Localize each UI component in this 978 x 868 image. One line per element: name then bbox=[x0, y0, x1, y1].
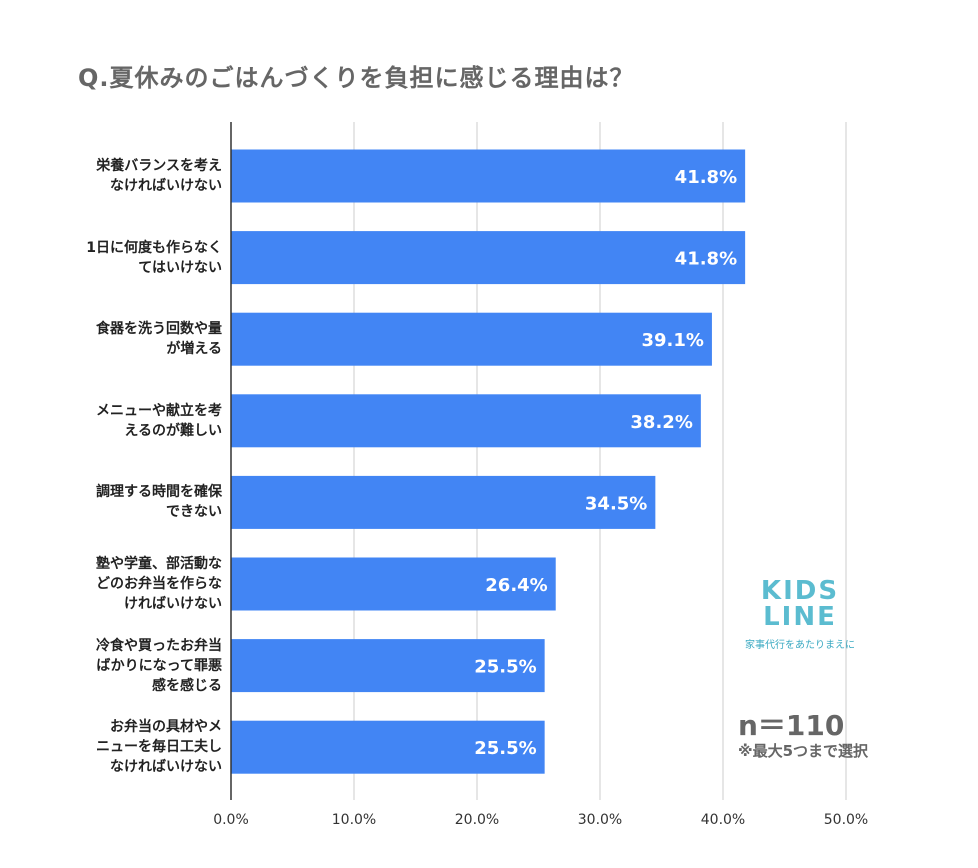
category-label-line: 栄養バランスを考え bbox=[96, 158, 222, 174]
x-tick-label: 10.0% bbox=[332, 812, 376, 828]
bar bbox=[231, 394, 701, 448]
category-label: メニューや献立を考えるのが難しい bbox=[42, 401, 222, 441]
category-label-line: 食器を洗う回数や量 bbox=[96, 321, 222, 338]
sample-size: n＝110 bbox=[738, 709, 845, 742]
bar bbox=[231, 312, 712, 366]
category-label-line: できない bbox=[166, 504, 222, 521]
data-label: 25.5% bbox=[474, 738, 536, 759]
category-label-line: 塾や学童、部活動な bbox=[96, 556, 222, 572]
category-label: 冷食や買ったお弁当 ばかりになって罪悪感を感じる bbox=[42, 636, 222, 696]
category-label: 1日に何度も作らなくてはいけない bbox=[42, 238, 222, 278]
x-tick-label: 40.0% bbox=[701, 812, 745, 828]
x-tick-label: 20.0% bbox=[455, 812, 499, 828]
chart-title: Q.夏休みのごはんづくりを負担に感じる理由は？ bbox=[78, 64, 635, 92]
kidsline-logo: KIDS LINE 家事代行をあたりまえに bbox=[730, 578, 870, 651]
category-label: 塾や学童、部活動な どのお弁当を作らなければいけない bbox=[42, 554, 222, 614]
data-label: 39.1% bbox=[641, 330, 703, 351]
category-label: お弁当の具材やメニューを毎日工夫しなければいけない bbox=[42, 717, 222, 777]
category-label-line: なければいけない bbox=[110, 178, 222, 194]
category-label: 調理する時間を確保できない bbox=[42, 482, 222, 522]
data-label: 38.2% bbox=[630, 412, 692, 433]
logo-tagline: 家事代行をあたりまえに bbox=[745, 640, 855, 651]
category-label-line: メニューや献立を考 bbox=[96, 402, 222, 419]
category-label: 食器を洗う回数や量が増える bbox=[42, 319, 222, 359]
bar bbox=[231, 557, 556, 611]
bar bbox=[231, 720, 545, 774]
bar bbox=[231, 231, 746, 285]
category-label-line: なければいけない bbox=[110, 759, 222, 776]
category-label-line: 感を感じる bbox=[152, 677, 222, 694]
data-label: 41.8% bbox=[675, 167, 737, 188]
bar bbox=[231, 639, 545, 693]
logo-text: KIDS LINE bbox=[760, 576, 840, 632]
category-label-line: ばかりになって罪悪 bbox=[96, 657, 222, 674]
data-label: 26.4% bbox=[485, 575, 547, 596]
category-label-line: 調理する時間を確保 bbox=[96, 484, 222, 501]
category-label-line: どのお弁当を作らな bbox=[96, 576, 222, 592]
category-label-line: が増える bbox=[166, 341, 222, 358]
data-label: 34.5% bbox=[585, 493, 647, 514]
bar bbox=[231, 475, 656, 529]
category-label-line: てはいけない bbox=[138, 259, 222, 276]
category-label: 栄養バランスを考えなければいけない bbox=[42, 156, 222, 196]
x-tick-label: 50.0% bbox=[824, 812, 868, 828]
bar bbox=[231, 149, 746, 203]
data-label: 41.8% bbox=[675, 249, 737, 270]
category-label-line: ければいけない bbox=[124, 596, 222, 612]
category-label-line: ニューを毎日工夫し bbox=[96, 739, 222, 756]
selection-note: ※最大5つまで選択 bbox=[738, 742, 869, 760]
category-label-line: 1日に何度も作らなく bbox=[86, 239, 222, 256]
category-label-line: お弁当の具材やメ bbox=[110, 719, 222, 736]
data-label: 25.5% bbox=[474, 657, 536, 678]
category-label-line: 冷食や買ったお弁当 bbox=[96, 637, 222, 654]
category-label-line: えるのが難しい bbox=[124, 422, 222, 439]
x-tick-label: 0.0% bbox=[213, 812, 249, 828]
x-tick-label: 30.0% bbox=[578, 812, 622, 828]
